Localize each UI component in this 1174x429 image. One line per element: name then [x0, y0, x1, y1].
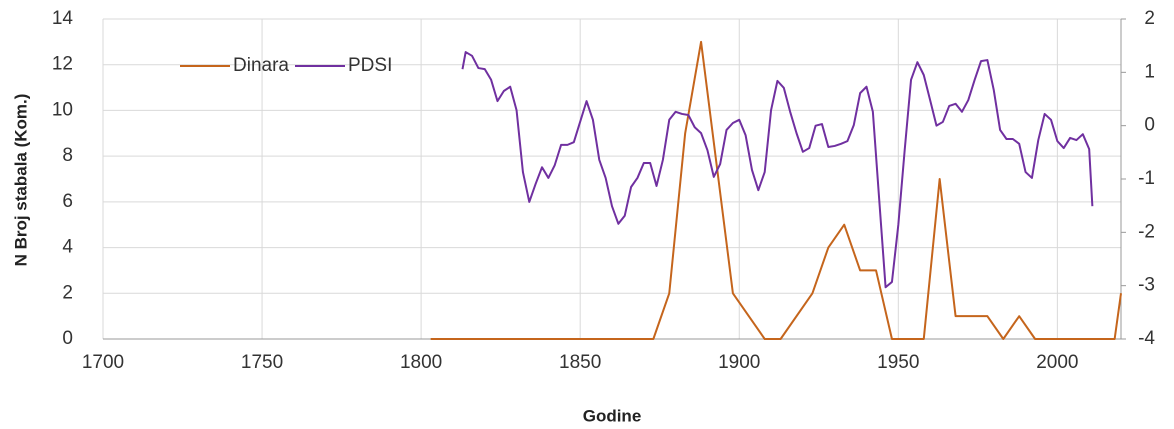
y2-tick-label: -1 [1138, 168, 1155, 189]
line-series [430, 40, 1122, 340]
y2-tick-label: -3 [1138, 275, 1155, 296]
y2-tick-label: 2 [1144, 8, 1155, 29]
y-tick-label: 12 [52, 54, 73, 75]
y2-tick-label: 1 [1144, 61, 1155, 82]
x-tick-label: 2000 [1036, 352, 1078, 373]
x-tick-label: 1700 [82, 352, 124, 373]
y-axis-title: N Broj stabala (Kom.) [11, 94, 30, 267]
x-tick-label: 1800 [400, 352, 442, 373]
legend-label: PDSI [348, 55, 392, 76]
y-tick-label: 14 [52, 8, 74, 29]
x-tick-label: 1850 [559, 352, 601, 373]
y-tick-label: 4 [62, 237, 73, 258]
y-tick-label: 2 [62, 282, 73, 303]
line-series [461, 51, 1094, 289]
y-tick-label: 10 [52, 99, 73, 120]
x-tick-label: 1900 [718, 352, 760, 373]
x-tick-label: 1750 [241, 352, 283, 373]
x-tick-label: 1950 [877, 352, 919, 373]
legend-label: Dinara [233, 55, 289, 76]
y2-tick-label: 0 [1144, 115, 1155, 136]
y-tick-label: 8 [62, 145, 73, 166]
y-tick-label: 6 [62, 191, 73, 212]
y2-tick-label: -4 [1138, 328, 1155, 349]
x-axis-title: Godine [583, 406, 642, 425]
y2-tick-label: -2 [1138, 221, 1155, 242]
y-tick-label: 0 [62, 328, 73, 349]
